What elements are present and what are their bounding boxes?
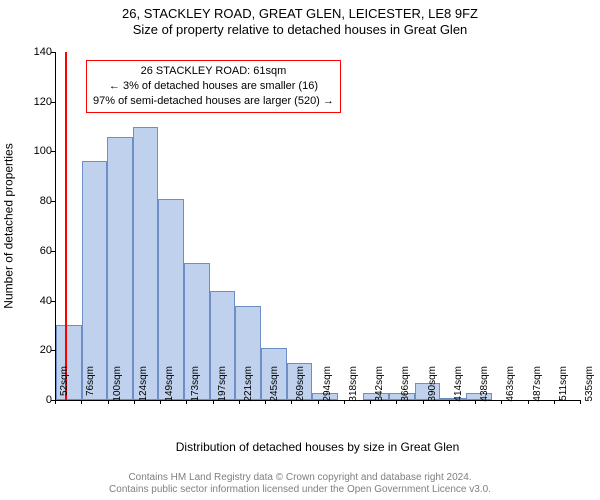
y-tick-label: 100 xyxy=(22,145,52,157)
x-tick-label: 173sqm xyxy=(190,366,201,406)
x-tick-label: 342sqm xyxy=(374,366,385,406)
x-tick-label: 52sqm xyxy=(59,366,70,406)
x-tick-label: 414sqm xyxy=(453,366,464,406)
x-tick-label: 463sqm xyxy=(505,366,516,406)
y-tick-label: 40 xyxy=(22,295,52,307)
histogram-bar xyxy=(82,161,108,400)
y-tick-label: 120 xyxy=(22,96,52,108)
y-tick-label: 0 xyxy=(22,394,52,406)
marker-line xyxy=(65,52,67,400)
x-tick xyxy=(370,400,371,404)
y-tick-label: 80 xyxy=(22,195,52,207)
x-tick-label: 318sqm xyxy=(348,366,359,406)
x-tick-label: 438sqm xyxy=(479,366,490,406)
x-tick-label: 221sqm xyxy=(243,366,254,406)
footnote-line-1: Contains HM Land Registry data © Crown c… xyxy=(128,472,471,483)
x-tick-label: 197sqm xyxy=(217,366,228,406)
y-tick-label: 140 xyxy=(22,46,52,58)
x-tick xyxy=(318,400,319,404)
x-tick-label: 269sqm xyxy=(295,366,306,406)
x-tick xyxy=(239,400,240,404)
x-tick xyxy=(108,400,109,404)
x-tick-label: 535sqm xyxy=(584,366,595,406)
x-tick xyxy=(449,400,450,404)
x-tick-label: 294sqm xyxy=(322,366,333,406)
x-tick xyxy=(396,400,397,404)
histogram-bar xyxy=(107,137,133,400)
x-tick-label: 390sqm xyxy=(427,366,438,406)
x-tick xyxy=(134,400,135,404)
y-axis-label: Number of detached properties xyxy=(2,52,16,400)
y-tick xyxy=(51,301,55,302)
x-tick-label: 149sqm xyxy=(164,366,175,406)
y-tick xyxy=(51,102,55,103)
x-tick xyxy=(55,400,56,404)
y-tick xyxy=(51,52,55,53)
x-tick-label: 124sqm xyxy=(138,366,149,406)
y-tick xyxy=(51,151,55,152)
y-tick xyxy=(51,350,55,351)
y-tick-label: 20 xyxy=(22,344,52,356)
x-tick-label: 487sqm xyxy=(532,366,543,406)
x-tick xyxy=(160,400,161,404)
x-tick xyxy=(81,400,82,404)
page-subtitle: Size of property relative to detached ho… xyxy=(0,22,600,38)
x-tick xyxy=(528,400,529,404)
x-tick xyxy=(344,400,345,404)
info-box-line-2: ← 3% of detached houses are smaller (16) xyxy=(109,80,318,92)
footnote: Contains HM Land Registry data © Crown c… xyxy=(0,472,600,496)
x-tick xyxy=(186,400,187,404)
x-axis-label: Distribution of detached houses by size … xyxy=(55,440,580,454)
y-tick xyxy=(51,251,55,252)
x-tick xyxy=(475,400,476,404)
chart-container: 26, STACKLEY ROAD, GREAT GLEN, LEICESTER… xyxy=(0,0,600,500)
x-tick xyxy=(213,400,214,404)
footnote-line-2: Contains public sector information licen… xyxy=(109,484,491,495)
info-box-line-1: 26 STACKLEY ROAD: 61sqm xyxy=(141,65,287,77)
x-tick xyxy=(554,400,555,404)
x-tick-label: 100sqm xyxy=(112,366,123,406)
y-tick xyxy=(51,201,55,202)
plot-area: 26 STACKLEY ROAD: 61sqm ← 3% of detached … xyxy=(55,52,581,401)
x-tick xyxy=(265,400,266,404)
x-tick xyxy=(501,400,502,404)
info-box: 26 STACKLEY ROAD: 61sqm ← 3% of detached … xyxy=(86,60,341,113)
x-tick xyxy=(580,400,581,404)
x-tick-label: 366sqm xyxy=(400,366,411,406)
info-box-line-3: 97% of semi-detached houses are larger (… xyxy=(93,95,334,107)
y-tick-label: 60 xyxy=(22,245,52,257)
x-tick xyxy=(423,400,424,404)
x-tick-label: 76sqm xyxy=(85,366,96,406)
page-title: 26, STACKLEY ROAD, GREAT GLEN, LEICESTER… xyxy=(0,0,600,22)
x-tick xyxy=(291,400,292,404)
x-tick-label: 245sqm xyxy=(269,366,280,406)
x-tick-label: 511sqm xyxy=(558,366,569,406)
histogram-bar xyxy=(133,127,159,400)
